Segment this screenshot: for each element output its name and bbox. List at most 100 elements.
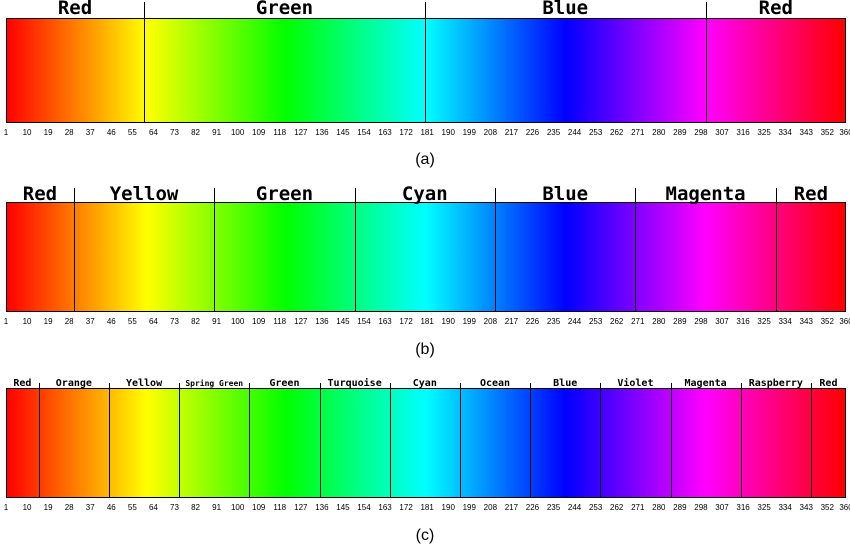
hue-tick-label: 289 [673,503,687,512]
hue-tick-label: 190 [441,317,455,326]
hue-tick-label: 253 [588,128,603,137]
hue-tick-label: 154 [357,317,371,326]
hue-tick-label: 289 [673,128,687,137]
hue-tick-label: 163 [378,317,392,326]
region-divider [495,188,496,312]
hue-tick-label: 262 [610,128,624,137]
hue-tick-label: 46 [106,503,116,512]
hue-tick-label: 109 [252,317,266,326]
hue-tick-label: 91 [212,503,222,512]
hue-tick-label: 289 [673,317,687,326]
hue-tick-label: 352 [820,317,834,326]
hue-tick-label: 217 [504,503,519,512]
hue-tick-label: 208 [483,128,498,137]
hue-tick-label: 46 [106,317,116,326]
hue-tick-label: 100 [230,317,245,326]
hue-tick-label: 280 [652,317,666,326]
hue-gradient-bar [6,202,846,312]
hue-tick-label: 127 [294,503,308,512]
hue-tick-label: 271 [631,503,645,512]
hue-tick-label: 100 [230,503,245,512]
hue-tick-label: 190 [441,503,455,512]
region-label: Yellow [125,378,163,389]
hue-tick-label: 352 [820,128,834,137]
region-label: Violet [617,378,654,389]
hue-tick-label: 217 [504,128,519,137]
hue-tick-label: 298 [694,128,708,137]
hue-tick-label: 334 [778,128,792,137]
region-label: Red [793,183,829,205]
region-divider [530,383,531,498]
hue-tick-label: 172 [399,503,413,512]
region-label: Magenta [665,183,746,205]
hue-tick-label: 118 [273,128,287,137]
hue-tick-label: 73 [170,317,179,326]
region-label: Red [13,378,32,389]
region-divider [179,383,180,498]
region-label: Green [255,183,314,205]
hue-tick-label: 190 [441,128,455,137]
hue-tick-label: 1 [3,317,9,326]
hue-tick-label: 262 [610,503,624,512]
hue-tick-label: 253 [588,317,603,326]
hue-tick-label: 280 [652,128,666,137]
hue-tick-label: 37 [85,128,95,137]
hue-tick-label: 316 [736,503,750,512]
region-label: Red [819,378,838,389]
hue-tick-label: 307 [715,128,729,137]
hue-tick-label: 64 [148,503,158,512]
hue-tick-label: 334 [778,503,792,512]
hue-tick-label: 37 [85,317,95,326]
hue-tick-label: 307 [715,503,729,512]
hue-tick-label: 145 [336,128,350,137]
hue-tick-label: 325 [757,128,771,137]
region-divider [39,383,40,498]
region-divider [425,2,426,123]
region-label: Cyan [401,183,448,205]
hue-tick-label: 343 [799,503,813,512]
hue-tick-label: 82 [191,128,200,137]
hue-tick-label: 163 [378,128,392,137]
hue-tick-label: 316 [736,128,750,137]
hue-tick-label: 360 [839,503,850,512]
hue-tick-label: 1 [3,128,9,137]
region-label: Orange [55,378,92,389]
hue-tick-label: 73 [170,128,179,137]
region-divider [249,383,250,498]
hue-tick-label: 55 [127,128,137,137]
hue-tick-label: 316 [736,317,750,326]
hue-tick-label: 172 [399,128,413,137]
hue-tick-label: 10 [22,317,32,326]
region-label: Magenta [684,378,727,389]
region-label: Blue [542,183,589,205]
hue-tick-label: 199 [462,317,476,326]
region-label: Green [269,378,300,389]
hue-tick-label: 28 [64,503,74,512]
hue-tick-label: 235 [546,317,561,326]
hue-tick-label: 55 [127,317,137,326]
hue-tick-label: 64 [148,128,158,137]
region-label: Blue [553,378,578,389]
hue-tick-label: 343 [799,128,813,137]
hue-tick-label: 28 [64,317,74,326]
hue-tick-label: 100 [230,128,245,137]
hue-tick-label: 46 [106,128,116,137]
region-label: Green [255,0,314,19]
region-divider [144,2,145,123]
hue-tick-label: 253 [588,503,603,512]
region-divider [460,383,461,498]
hue-tick-label: 19 [43,317,53,326]
hue-tick-label: 271 [631,317,645,326]
region-divider [706,2,707,123]
region-divider [390,383,391,498]
hue-tick-label: 298 [694,317,708,326]
hue-tick-label: 244 [567,503,582,512]
hue-tick-label: 298 [694,503,708,512]
region-label: Red [57,0,93,19]
hue-tick-label: 235 [546,128,561,137]
region-label: Spring Green [185,379,244,388]
hue-tick-label: 235 [546,503,561,512]
hue-tick-label: 37 [85,503,95,512]
